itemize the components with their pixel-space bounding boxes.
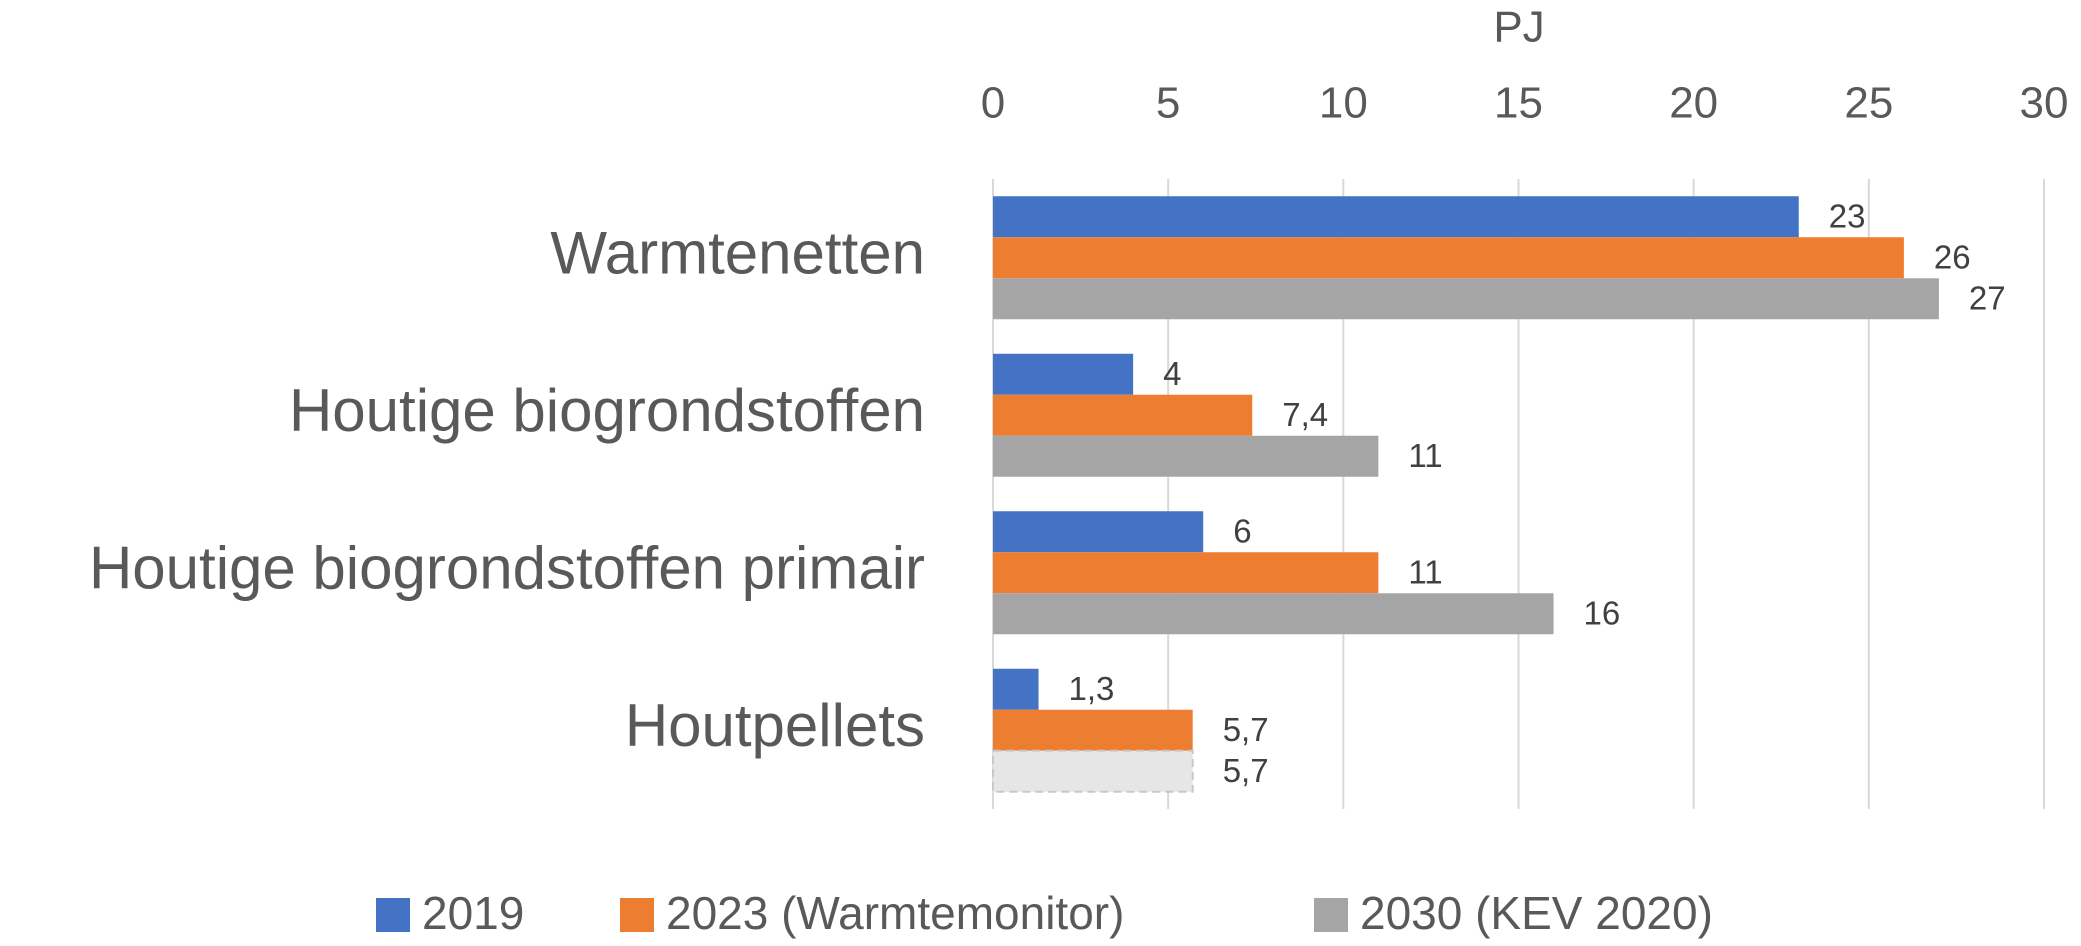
value-label: 6 [1233, 512, 1251, 549]
category-label: Houtpellets [625, 692, 925, 759]
bar [993, 353, 1134, 395]
x-tick-label: 10 [1319, 79, 1368, 128]
value-label: 7,4 [1282, 396, 1328, 433]
legend-swatch [1314, 898, 1348, 932]
bar [993, 709, 1193, 751]
bar [993, 511, 1204, 553]
x-tick-label: 30 [2020, 79, 2069, 128]
axis-label: PJ [1493, 3, 1544, 52]
category-label: Houtige biogrondstoffen [289, 377, 925, 444]
legend-label: 2023 (Warmtemonitor) [666, 887, 1124, 939]
x-tick-label: 15 [1494, 79, 1543, 128]
bar [993, 237, 1904, 279]
value-label: 27 [1969, 279, 2006, 316]
value-label: 23 [1829, 197, 1866, 234]
value-label: 11 [1408, 437, 1442, 474]
bar [993, 196, 1799, 238]
bar [993, 552, 1379, 594]
x-tick-label: 5 [1156, 79, 1180, 128]
bar [993, 593, 1554, 635]
bar [993, 668, 1039, 710]
legend-swatch [376, 898, 410, 932]
x-tick-label: 20 [1669, 79, 1718, 128]
bar [993, 278, 1939, 320]
x-tick-label: 25 [1844, 79, 1893, 128]
x-tick-label: 0 [981, 79, 1005, 128]
category-label: Houtige biogrondstoffen primair [89, 535, 925, 602]
legend-label: 2019 [422, 887, 524, 939]
bar [993, 394, 1253, 436]
value-label: 5,7 [1223, 752, 1269, 789]
value-label: 1,3 [1069, 670, 1115, 707]
bar [993, 435, 1379, 477]
legend-swatch [620, 898, 654, 932]
value-label: 4 [1163, 355, 1181, 392]
value-label: 5,7 [1223, 711, 1269, 748]
value-label: 26 [1934, 238, 1971, 275]
bar [992, 749, 1194, 793]
legend-label: 2030 (KEV 2020) [1360, 887, 1713, 939]
value-label: 11 [1408, 553, 1442, 590]
value-label: 16 [1584, 594, 1621, 631]
category-label: Warmtenetten [550, 220, 925, 287]
